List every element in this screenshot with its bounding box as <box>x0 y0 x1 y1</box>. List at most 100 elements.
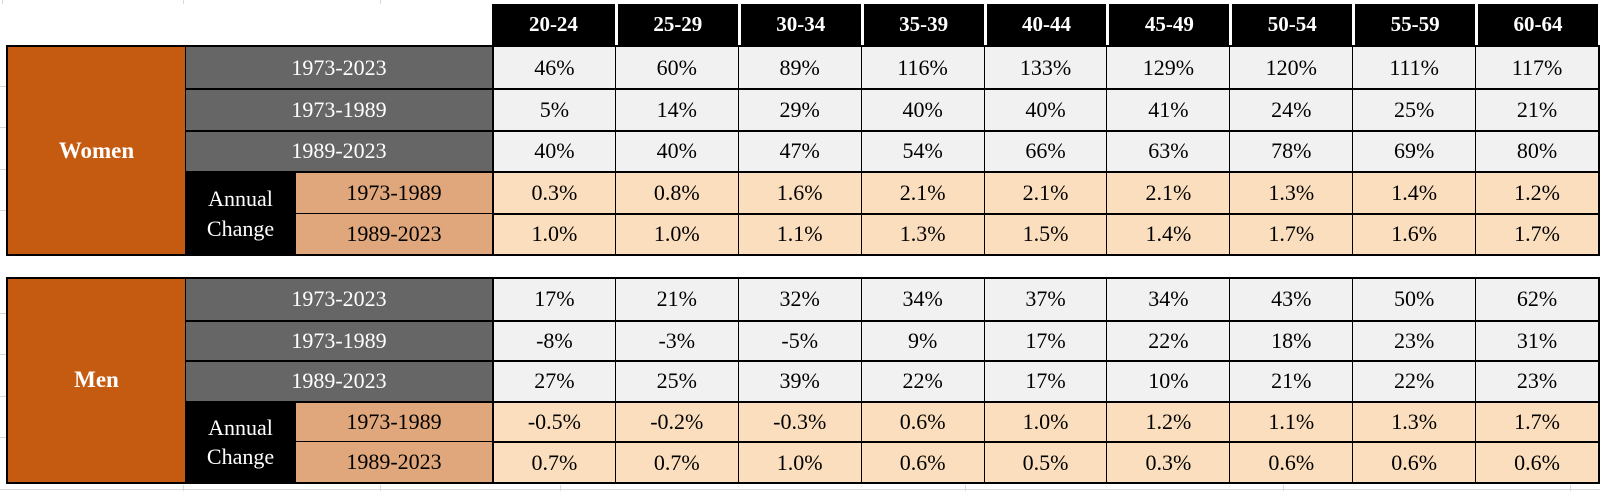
value-cell-women-period-1989-2023-25-29[interactable]: 40% <box>614 129 738 172</box>
value-cell-men-period-1989-2023-30-34[interactable]: 39% <box>737 360 861 401</box>
value-cell-men-period-1973-2023-55-59[interactable]: 50% <box>1352 279 1476 320</box>
column-header-25-29[interactable]: 25-29 <box>614 4 738 45</box>
value-cell-men-period-1989-2023-25-29[interactable]: 25% <box>614 360 738 401</box>
value-cell-men-period-1973-2023-40-44[interactable]: 37% <box>983 279 1107 320</box>
value-cell-women-annual-change-1989-2023-35-39[interactable]: 1.3% <box>860 212 984 254</box>
value-cell-men-annual-change-1989-2023-45-49[interactable]: 0.3% <box>1106 441 1230 482</box>
value-cell-men-period-1973-2023-20-24[interactable]: 17% <box>492 279 615 320</box>
annual-change-label-men[interactable]: Annual Change <box>185 400 295 482</box>
value-cell-men-period-1973-1989-45-49[interactable]: 22% <box>1106 319 1230 361</box>
value-cell-women-period-1973-1989-30-34[interactable]: 29% <box>737 88 861 130</box>
value-cell-women-period-1989-2023-45-49[interactable]: 63% <box>1106 129 1230 172</box>
group-label-men[interactable]: Men <box>8 279 185 482</box>
column-header-50-54[interactable]: 50-54 <box>1229 4 1353 45</box>
value-cell-women-period-1989-2023-30-34[interactable]: 47% <box>737 129 861 172</box>
value-cell-men-annual-change-1973-1989-50-54[interactable]: 1.1% <box>1229 400 1353 442</box>
value-cell-men-period-1973-1989-25-29[interactable]: -3% <box>614 319 738 361</box>
value-cell-men-annual-change-1989-2023-20-24[interactable]: 0.7% <box>492 441 615 482</box>
value-cell-men-annual-change-1973-1989-20-24[interactable]: -0.5% <box>492 400 615 442</box>
value-cell-men-period-1989-2023-35-39[interactable]: 22% <box>860 360 984 401</box>
value-cell-men-annual-change-1973-1989-35-39[interactable]: 0.6% <box>860 400 984 442</box>
value-cell-women-period-1973-2023-55-59[interactable]: 111% <box>1352 47 1476 89</box>
value-cell-men-period-1973-2023-35-39[interactable]: 34% <box>860 279 984 320</box>
value-cell-women-annual-change-1989-2023-40-44[interactable]: 1.5% <box>983 212 1107 254</box>
value-cell-men-period-1989-2023-45-49[interactable]: 10% <box>1106 360 1230 401</box>
column-header-30-34[interactable]: 30-34 <box>737 4 861 45</box>
column-header-40-44[interactable]: 40-44 <box>983 4 1107 45</box>
value-cell-men-period-1973-2023-60-64[interactable]: 62% <box>1475 279 1598 320</box>
annual-sub-label-women-1989-2023[interactable]: 1989-2023 <box>295 212 492 254</box>
row-label-women-1973-2023[interactable]: 1973-2023 <box>185 47 492 89</box>
value-cell-men-period-1973-2023-45-49[interactable]: 34% <box>1106 279 1230 320</box>
value-cell-women-period-1973-2023-50-54[interactable]: 120% <box>1229 47 1353 89</box>
row-label-men-1973-1989[interactable]: 1973-1989 <box>185 319 492 361</box>
value-cell-men-annual-change-1989-2023-60-64[interactable]: 0.6% <box>1475 441 1598 482</box>
value-cell-men-period-1973-1989-35-39[interactable]: 9% <box>860 319 984 361</box>
column-header-60-64[interactable]: 60-64 <box>1475 4 1598 45</box>
value-cell-men-period-1973-1989-55-59[interactable]: 23% <box>1352 319 1476 361</box>
value-cell-men-period-1989-2023-20-24[interactable]: 27% <box>492 360 615 401</box>
value-cell-men-annual-change-1973-1989-30-34[interactable]: -0.3% <box>737 400 861 442</box>
value-cell-women-annual-change-1989-2023-55-59[interactable]: 1.6% <box>1352 212 1476 254</box>
value-cell-women-annual-change-1973-1989-60-64[interactable]: 1.2% <box>1475 171 1598 213</box>
value-cell-women-period-1973-2023-40-44[interactable]: 133% <box>983 47 1107 89</box>
value-cell-women-period-1989-2023-20-24[interactable]: 40% <box>492 129 615 172</box>
value-cell-men-period-1973-1989-20-24[interactable]: -8% <box>492 319 615 361</box>
value-cell-women-annual-change-1973-1989-55-59[interactable]: 1.4% <box>1352 171 1476 213</box>
value-cell-men-period-1973-2023-25-29[interactable]: 21% <box>614 279 738 320</box>
value-cell-women-annual-change-1973-1989-40-44[interactable]: 2.1% <box>983 171 1107 213</box>
value-cell-women-period-1989-2023-55-59[interactable]: 69% <box>1352 129 1476 172</box>
value-cell-men-period-1989-2023-60-64[interactable]: 23% <box>1475 360 1598 401</box>
row-label-men-1973-2023[interactable]: 1973-2023 <box>185 279 492 320</box>
column-header-55-59[interactable]: 55-59 <box>1352 4 1476 45</box>
value-cell-women-period-1973-2023-45-49[interactable]: 129% <box>1106 47 1230 89</box>
row-label-women-1973-1989[interactable]: 1973-1989 <box>185 88 492 130</box>
value-cell-women-period-1973-1989-60-64[interactable]: 21% <box>1475 88 1598 130</box>
value-cell-women-annual-change-1989-2023-50-54[interactable]: 1.7% <box>1229 212 1353 254</box>
annual-change-label-women[interactable]: Annual Change <box>185 171 295 254</box>
value-cell-women-annual-change-1973-1989-25-29[interactable]: 0.8% <box>614 171 738 213</box>
value-cell-men-period-1973-1989-60-64[interactable]: 31% <box>1475 319 1598 361</box>
value-cell-men-period-1973-2023-30-34[interactable]: 32% <box>737 279 861 320</box>
value-cell-men-annual-change-1973-1989-45-49[interactable]: 1.2% <box>1106 400 1230 442</box>
column-header-20-24[interactable]: 20-24 <box>492 4 615 45</box>
value-cell-women-annual-change-1989-2023-20-24[interactable]: 1.0% <box>492 212 615 254</box>
value-cell-women-annual-change-1973-1989-20-24[interactable]: 0.3% <box>492 171 615 213</box>
value-cell-women-period-1989-2023-40-44[interactable]: 66% <box>983 129 1107 172</box>
value-cell-men-annual-change-1989-2023-25-29[interactable]: 0.7% <box>614 441 738 482</box>
value-cell-women-period-1973-1989-50-54[interactable]: 24% <box>1229 88 1353 130</box>
value-cell-men-annual-change-1973-1989-40-44[interactable]: 1.0% <box>983 400 1107 442</box>
value-cell-women-annual-change-1973-1989-30-34[interactable]: 1.6% <box>737 171 861 213</box>
row-label-women-1989-2023[interactable]: 1989-2023 <box>185 129 492 172</box>
column-header-35-39[interactable]: 35-39 <box>860 4 984 45</box>
value-cell-women-period-1973-2023-30-34[interactable]: 89% <box>737 47 861 89</box>
annual-sub-label-men-1973-1989[interactable]: 1973-1989 <box>295 400 492 442</box>
value-cell-men-annual-change-1973-1989-25-29[interactable]: -0.2% <box>614 400 738 442</box>
value-cell-women-period-1973-1989-35-39[interactable]: 40% <box>860 88 984 130</box>
value-cell-men-annual-change-1989-2023-50-54[interactable]: 0.6% <box>1229 441 1353 482</box>
value-cell-women-annual-change-1989-2023-30-34[interactable]: 1.1% <box>737 212 861 254</box>
value-cell-women-period-1973-2023-20-24[interactable]: 46% <box>492 47 615 89</box>
value-cell-women-period-1973-1989-20-24[interactable]: 5% <box>492 88 615 130</box>
value-cell-women-period-1973-1989-40-44[interactable]: 40% <box>983 88 1107 130</box>
annual-sub-label-women-1973-1989[interactable]: 1973-1989 <box>295 171 492 213</box>
value-cell-women-period-1973-1989-25-29[interactable]: 14% <box>614 88 738 130</box>
value-cell-men-annual-change-1973-1989-60-64[interactable]: 1.7% <box>1475 400 1598 442</box>
value-cell-women-period-1973-1989-45-49[interactable]: 41% <box>1106 88 1230 130</box>
value-cell-women-annual-change-1989-2023-60-64[interactable]: 1.7% <box>1475 212 1598 254</box>
value-cell-men-period-1973-1989-50-54[interactable]: 18% <box>1229 319 1353 361</box>
value-cell-men-annual-change-1989-2023-30-34[interactable]: 1.0% <box>737 441 861 482</box>
value-cell-women-period-1973-2023-25-29[interactable]: 60% <box>614 47 738 89</box>
value-cell-women-annual-change-1989-2023-45-49[interactable]: 1.4% <box>1106 212 1230 254</box>
value-cell-men-period-1973-1989-30-34[interactable]: -5% <box>737 319 861 361</box>
value-cell-women-period-1989-2023-35-39[interactable]: 54% <box>860 129 984 172</box>
value-cell-women-period-1973-1989-55-59[interactable]: 25% <box>1352 88 1476 130</box>
value-cell-men-period-1973-2023-50-54[interactable]: 43% <box>1229 279 1353 320</box>
group-label-women[interactable]: Women <box>8 47 185 254</box>
row-label-men-1989-2023[interactable]: 1989-2023 <box>185 360 492 401</box>
value-cell-men-period-1989-2023-50-54[interactable]: 21% <box>1229 360 1353 401</box>
value-cell-women-annual-change-1973-1989-35-39[interactable]: 2.1% <box>860 171 984 213</box>
value-cell-women-annual-change-1989-2023-25-29[interactable]: 1.0% <box>614 212 738 254</box>
value-cell-women-period-1989-2023-60-64[interactable]: 80% <box>1475 129 1598 172</box>
value-cell-women-period-1973-2023-60-64[interactable]: 117% <box>1475 47 1598 89</box>
